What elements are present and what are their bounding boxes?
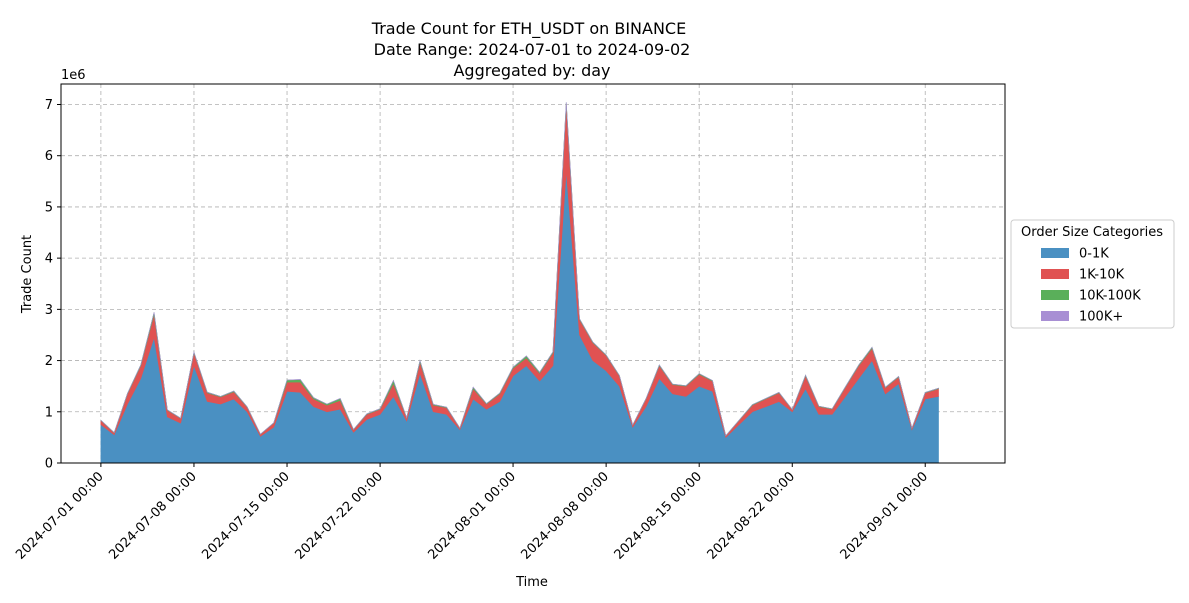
plot-frame xyxy=(60,83,1006,464)
legend-label: 0-1K xyxy=(1079,247,1109,262)
chart-title-line-1: Trade Count for ETH_USDT on BINANCE xyxy=(371,19,686,39)
legend-title: Order Size Categories xyxy=(1021,225,1163,240)
y-tick-label: 1 xyxy=(45,405,53,420)
x-axis-label: Time xyxy=(515,575,548,590)
area-series-100k- xyxy=(100,102,939,437)
chart-title-line-3: Aggregated by: day xyxy=(453,61,610,80)
y-tick-label: 7 xyxy=(45,98,53,113)
legend-items: 0-1K 1K-10K 10K-100K 100K+ xyxy=(1041,247,1141,325)
y-tick-label: 2 xyxy=(45,354,53,369)
legend-label: 1K-10K xyxy=(1079,268,1125,283)
y-tick-label: 5 xyxy=(45,200,53,215)
y-axis-ticks: 0 1 2 3 4 5 6 7 xyxy=(45,98,61,472)
y-tick-label: 0 xyxy=(45,457,53,472)
legend-label: 100K+ xyxy=(1079,310,1123,325)
chart-title-line-2: Date Range: 2024-07-01 to 2024-09-02 xyxy=(374,40,691,59)
legend-box xyxy=(1010,219,1175,329)
y-tick-label: 3 xyxy=(45,303,53,318)
y-offset-label: 1e6 xyxy=(61,68,86,83)
legend-swatch xyxy=(1041,248,1069,258)
legend-swatch xyxy=(1041,269,1069,279)
legend-label: 10K-100K xyxy=(1079,289,1141,304)
y-tick-label: 4 xyxy=(45,252,53,267)
legend: Order Size Categories 0-1K 1K-10K 10K-100K… xyxy=(1010,219,1175,329)
legend-swatch xyxy=(1041,311,1069,321)
y-axis-label: Trade Count xyxy=(20,235,35,314)
legend-swatch xyxy=(1041,290,1069,300)
y-tick-label: 6 xyxy=(45,149,53,164)
